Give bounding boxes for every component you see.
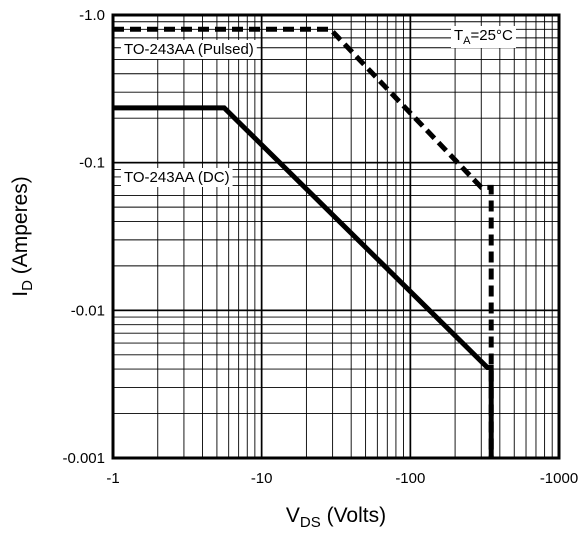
x-axis-title-rest: (Volts) (321, 504, 386, 527)
series-group (113, 26, 494, 458)
y-axis-title-sub: D (19, 280, 36, 291)
x-tick-label: -1000 (540, 470, 578, 487)
plot-frame (111, 13, 561, 460)
tick-labels: -1 -10 -100 -1000 -1.0 -0.1 -0.01 -0.001 (62, 7, 578, 487)
annotations: TO-243AA (Pulsed) TO-243AA (DC) TA=25°C (121, 26, 516, 187)
x-axis-title: VDS (Volts) (286, 504, 386, 531)
x-tick-label: -100 (395, 470, 425, 487)
y-tick-label: -0.001 (62, 450, 105, 467)
dc-series-label: TO-243AA (DC) (124, 169, 230, 186)
y-axis-title: ID (Amperes) (9, 176, 36, 297)
x-tick-label: -10 (251, 470, 273, 487)
y-tick-label: -1.0 (79, 7, 105, 24)
y-tick-label: -0.1 (79, 155, 105, 172)
pulsed-series-label-bg (121, 40, 257, 59)
y-axis-title-rest: (Amperes) (9, 176, 32, 280)
condition-label: TA=25°C (454, 27, 513, 47)
series-line-dc (113, 105, 494, 458)
pulsed-series-label: TO-243AA (Pulsed) (124, 41, 254, 58)
x-axis-title-sub: DS (300, 514, 321, 531)
dc-series-label-bg (121, 168, 233, 187)
x-axis-title-main: V (286, 504, 300, 527)
x-tick-label: -1 (106, 470, 119, 487)
y-axis-title-main: I (9, 291, 32, 297)
grid (112, 14, 560, 459)
condition-label-bg (451, 26, 516, 48)
y-tick-label: -0.01 (71, 302, 105, 319)
series-line-pulsed (113, 26, 494, 458)
